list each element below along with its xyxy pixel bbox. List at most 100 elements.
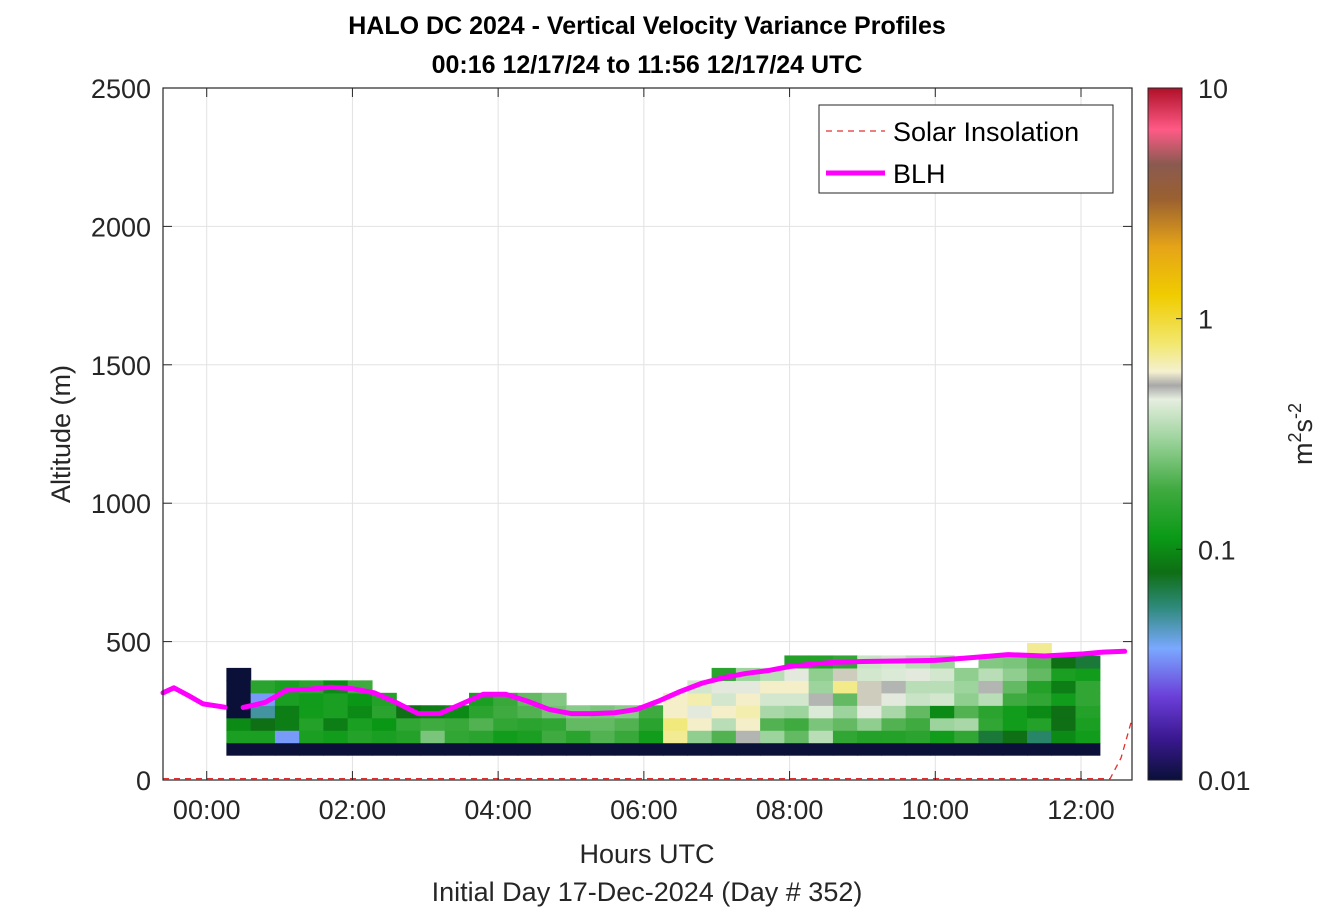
heatmap-cell (226, 742, 252, 756)
heatmap-cell (1027, 667, 1052, 681)
heatmap-cell (226, 667, 252, 681)
heatmap-cell (299, 705, 325, 719)
heatmap-cell (784, 705, 810, 719)
heatmap-cell (517, 717, 543, 731)
solar-insolation-line (163, 718, 1133, 780)
heatmap-cell (760, 705, 785, 719)
heatmap-cell (663, 730, 688, 744)
heatmap-cell (711, 692, 737, 706)
heatmap-cell (929, 692, 955, 706)
heatmap-cell (784, 717, 810, 731)
heatmap-cell (881, 730, 907, 744)
x-axis-label: Hours UTC (579, 839, 714, 869)
heatmap-cell (444, 730, 470, 744)
blh-line (240, 648, 1128, 717)
heatmap-cell (808, 667, 834, 681)
heatmap-cell (808, 705, 834, 719)
heatmap-cell (954, 680, 980, 694)
heatmap-cell (541, 730, 567, 744)
heatmap-cell (784, 742, 810, 756)
heatmap-cell (663, 717, 688, 731)
heatmap-cell (1075, 680, 1101, 694)
heatmap-cell (469, 705, 494, 719)
heatmap-cell (226, 717, 252, 731)
heatmap-cell (978, 680, 1004, 694)
heatmap-cell (420, 717, 446, 731)
heatmap-cell (1002, 692, 1028, 706)
heatmap-cell (274, 717, 300, 731)
heatmap-cell (905, 730, 931, 744)
heatmap-cell (1002, 717, 1028, 731)
heatmap-cell (590, 730, 616, 744)
y-tick-label: 2000 (91, 212, 151, 242)
y-axis-label: Altitude (m) (46, 365, 76, 503)
heatmap-cell (299, 742, 325, 756)
heatmap-cell (857, 705, 883, 719)
heatmap-cell (420, 742, 446, 756)
heatmap-cell (1002, 705, 1028, 719)
heatmap-cell (954, 742, 980, 756)
heatmap-cell (566, 742, 591, 756)
heatmap-cell (590, 742, 616, 756)
heatmap-cell (614, 742, 640, 756)
heatmap-cell (1075, 742, 1101, 756)
heatmap-cell (347, 742, 373, 756)
heatmap-cell (978, 705, 1004, 719)
heatmap-cell (760, 730, 785, 744)
heatmap-cell (444, 717, 470, 731)
y-tick-label: 1000 (91, 489, 151, 519)
heatmap-cell (396, 705, 422, 719)
heatmap-cell (808, 742, 834, 756)
heatmap-cell (711, 717, 737, 731)
heatmap-cell (371, 742, 397, 756)
heatmap-cell (857, 692, 883, 706)
heatmap-cell (1051, 717, 1077, 731)
heatmap-cell (784, 730, 810, 744)
heatmap-cell (929, 742, 955, 756)
heatmap-cell (784, 667, 810, 681)
heatmap-cell (1051, 692, 1077, 706)
y-tick-label: 1500 (91, 351, 151, 381)
heatmap-cell (226, 730, 252, 744)
heatmap-cell (978, 717, 1004, 731)
heatmap-cell (929, 680, 955, 694)
heatmap-cell (299, 692, 325, 706)
heatmap-cell (711, 730, 737, 744)
heatmap-cell (469, 730, 494, 744)
colorbar-tick-label: 1 (1198, 305, 1213, 335)
heatmap-cell (663, 705, 688, 719)
legend-label-solar-insolation: Solar Insolation (893, 117, 1079, 147)
heatmap-cell (1075, 730, 1101, 744)
heatmap-cell (905, 692, 931, 706)
heatmap-cell (857, 680, 883, 694)
y-tick-label: 500 (106, 628, 151, 658)
heatmap-cell (566, 717, 591, 731)
legend-box (818, 104, 1114, 194)
heatmap-cell (808, 730, 834, 744)
chart-subtitle: 00:16 12/17/24 to 11:56 12/17/24 UTC (432, 51, 863, 79)
heatmap-cell (687, 705, 713, 719)
heatmap-cell (760, 680, 785, 694)
heatmap-cell (396, 717, 422, 731)
heatmap-cell (857, 667, 883, 681)
heatmap-cell (1027, 680, 1052, 694)
heatmap-cell (493, 705, 519, 719)
heatmap-cell (396, 730, 422, 744)
heatmap-cell (905, 705, 931, 719)
x-tick-label: 08:00 (756, 795, 824, 825)
heatmap-cell (808, 692, 834, 706)
heatmap-cell (517, 705, 543, 719)
heatmap-cell (1051, 742, 1077, 756)
heatmap-cell (1075, 692, 1101, 706)
heatmap-cell (541, 742, 567, 756)
x-tick-label: 06:00 (610, 795, 678, 825)
heatmap-cell (954, 692, 980, 706)
heatmap-cell (250, 730, 276, 744)
heatmap-cell (929, 705, 955, 719)
colorbar-tick-label: 0.1 (1198, 535, 1236, 565)
legend-label-blh: BLH (893, 159, 946, 189)
heatmap-cell (517, 742, 543, 756)
colorbar-ticks: 0.01 0.1 1 10 (1176, 74, 1251, 796)
heatmap-cell (638, 717, 664, 731)
